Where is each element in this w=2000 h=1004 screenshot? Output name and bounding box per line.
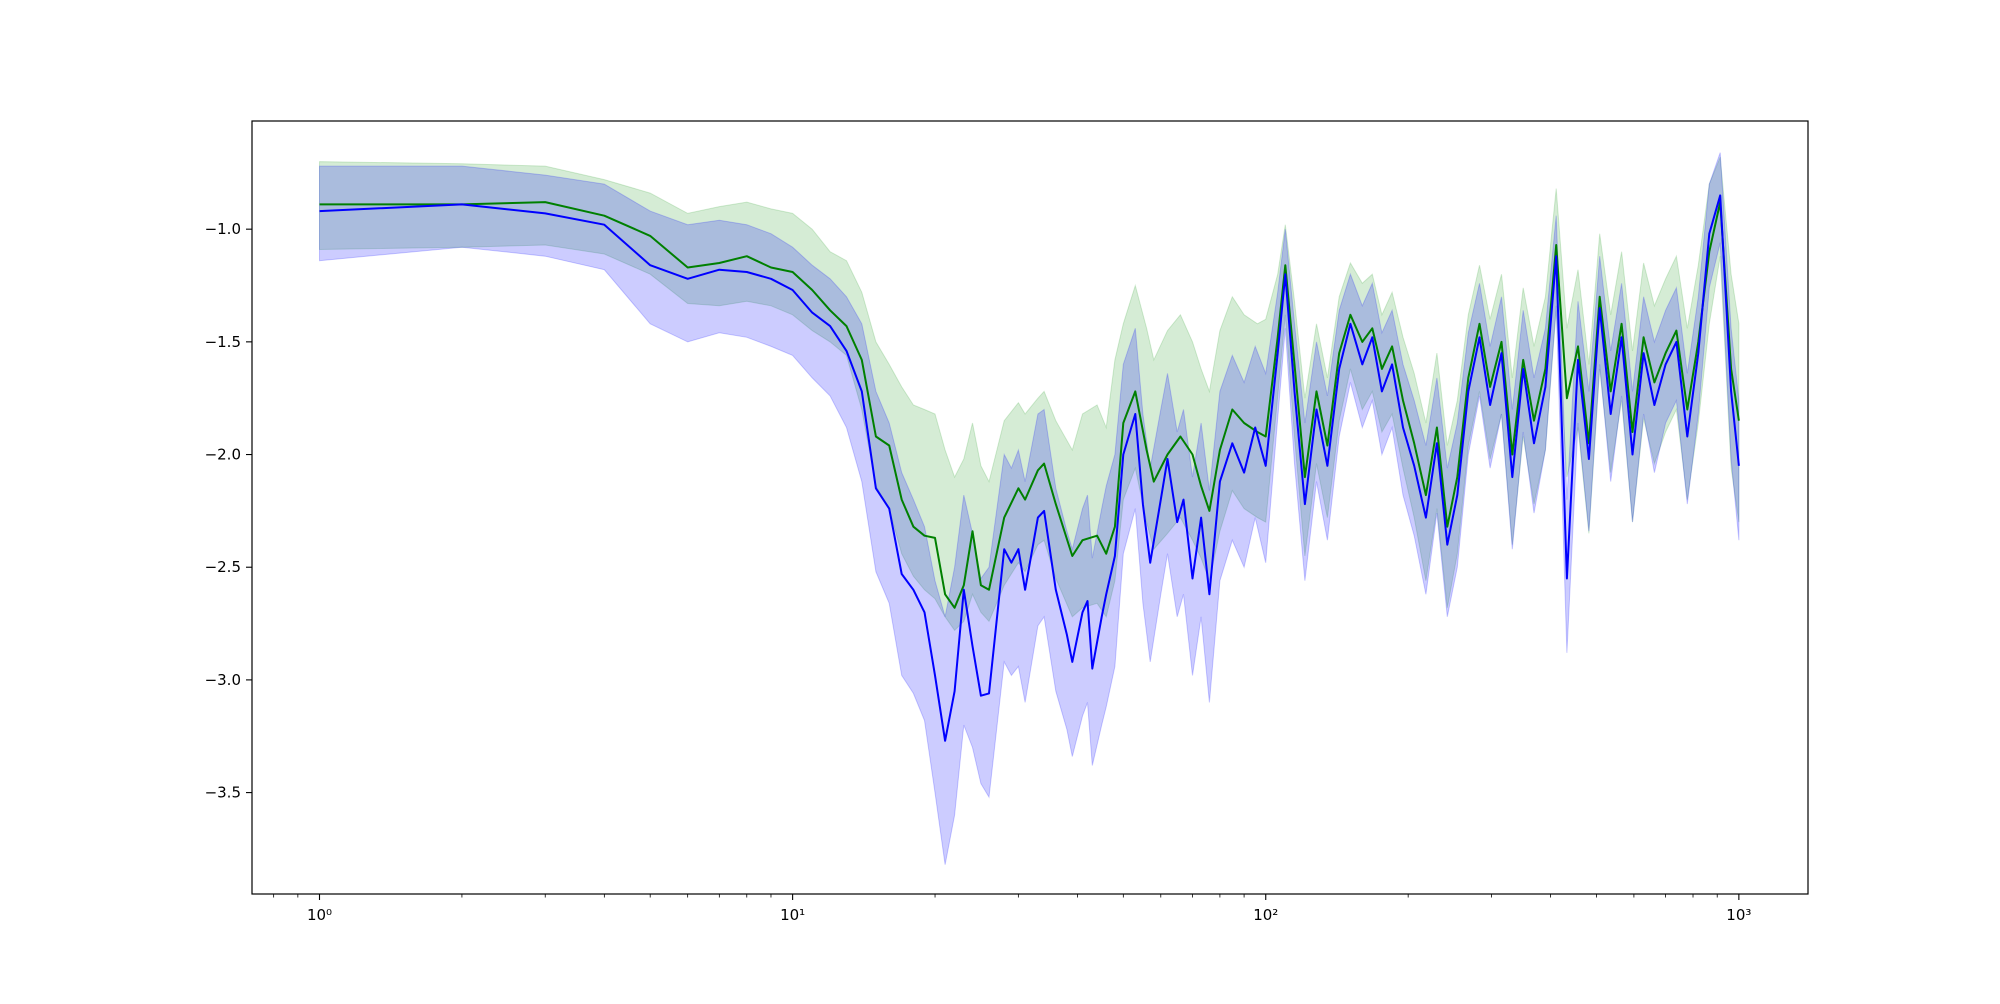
axes-frame xyxy=(251,120,1809,895)
x-tick-label: 10³ xyxy=(1726,906,1751,924)
plot-area xyxy=(252,121,1808,894)
y-tick-label: −2.5 xyxy=(205,558,241,576)
x-tick-label: 10⁰ xyxy=(307,906,332,924)
y-tick-label: −1.0 xyxy=(205,220,241,238)
x-tick-label: 10¹ xyxy=(780,906,805,924)
x-axis: 10⁰ 10¹ 10² 10³ xyxy=(273,894,1751,924)
y-tick-label: −2.0 xyxy=(205,446,241,464)
y-tick-label: −3.5 xyxy=(205,784,241,802)
series-1-band xyxy=(319,152,1740,865)
series-1-line xyxy=(319,194,1740,742)
x-tick-label: 10² xyxy=(1253,906,1278,924)
series-lines xyxy=(319,194,1740,742)
y-tick-label: −1.5 xyxy=(205,333,241,351)
y-tick-label: −3.0 xyxy=(205,671,241,689)
series-0-line xyxy=(319,201,1740,609)
y-axis: −1.0 −1.5 −2.0 −2.5 −3.0 −3.5 xyxy=(205,220,252,802)
